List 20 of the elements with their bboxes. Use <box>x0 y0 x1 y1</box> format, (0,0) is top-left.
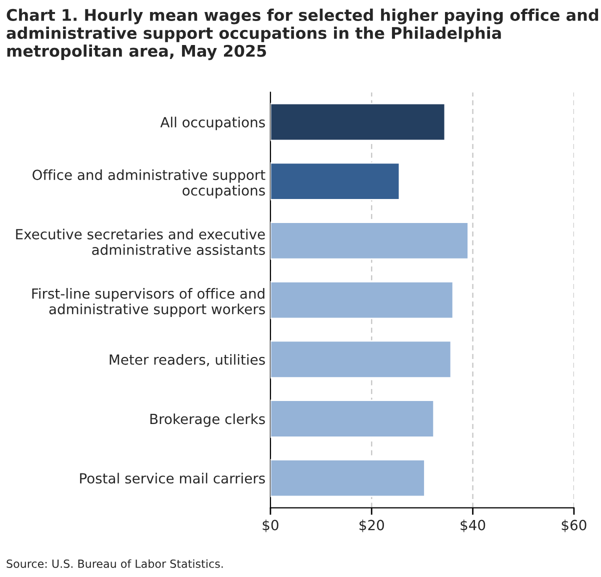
chart-title: Chart 1. Hourly mean wages for selected higher paying office and administrative support occupations in the Philadelphia metropolitan area, May 2025 <box>6 8 598 60</box>
bar <box>270 102 446 142</box>
x-tick-label: $20 <box>360 520 384 532</box>
y-tick-label: First-line supervisors of office and administrative support workers <box>32 288 265 318</box>
x-tick-label: $0 <box>262 520 278 532</box>
y-tick-label: Executive secretaries and executive administrative assistants <box>16 228 265 255</box>
bar <box>270 400 435 438</box>
source-note: Source: U.S. Bureau of Labor Statistics. <box>6 559 223 568</box>
x-tick-label: $60 <box>562 520 586 532</box>
bar <box>270 280 454 320</box>
y-tick-label: Postal service mail carriers <box>80 472 265 484</box>
bar <box>270 162 400 200</box>
bar <box>270 340 452 378</box>
x-tick-label: $40 <box>460 520 486 532</box>
bar <box>270 222 469 260</box>
y-tick-label: Brokerage clerks <box>150 413 265 427</box>
y-tick-label: Meter readers, utilities <box>110 354 265 366</box>
y-tick-label: Office and administrative support occupations <box>32 169 266 198</box>
y-tick-label: All occupations <box>160 116 265 130</box>
bar <box>270 458 426 498</box>
